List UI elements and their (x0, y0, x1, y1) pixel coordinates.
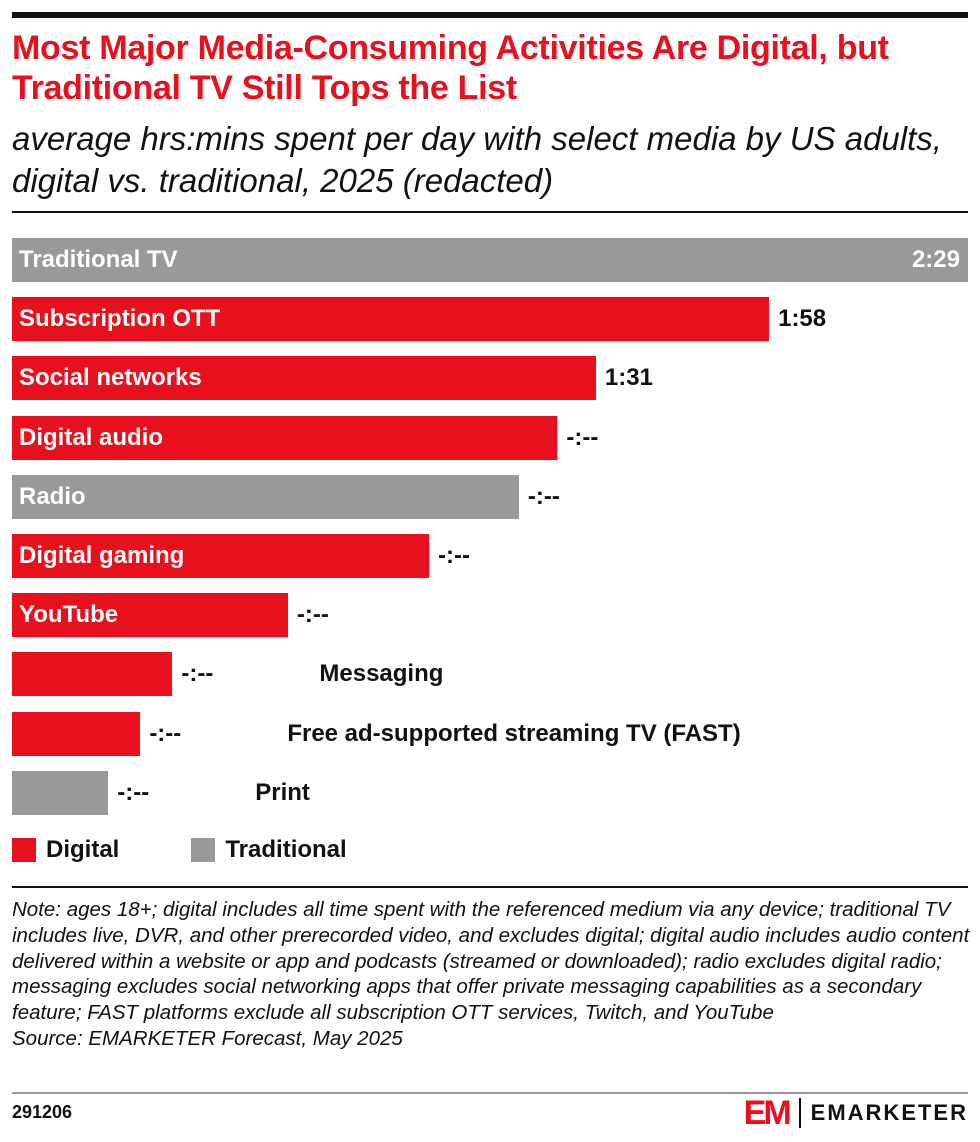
value-label: -:-- (527, 482, 560, 510)
value-label: -:-- (149, 719, 182, 747)
bar (12, 534, 430, 578)
category-label: Digital gaming (19, 542, 185, 569)
chart-id: 291206 (12, 1102, 73, 1122)
bar-chart: Traditional TV 2:29 Subscription OTT 1:58 So… (0, 230, 980, 815)
bar (12, 593, 288, 638)
value-label: 2:29 (911, 246, 960, 273)
value-label: 1:31 (604, 364, 653, 392)
bar (12, 652, 173, 697)
legend-label-traditional: Traditional (225, 836, 347, 863)
footnote: Note: ages 18+; digital includes all tim… (12, 897, 972, 1052)
source-text: Source: EMARKETER Forecast, May 2025 (12, 1026, 403, 1050)
value-label: -:-- (438, 542, 471, 569)
category-label: Radio (19, 482, 86, 510)
divider (12, 211, 968, 213)
logo-mark: EM (743, 1094, 792, 1132)
divider (12, 1092, 968, 1094)
emarketer-logo: EM EMARKETER (744, 1096, 968, 1130)
category-label: Traditional TV (19, 246, 178, 273)
bar (12, 415, 558, 460)
bar (12, 711, 141, 756)
value-label: -:-- (566, 423, 599, 451)
bar (12, 474, 519, 519)
chart-title: Most Major Media-Consuming Activities Ar… (12, 29, 889, 107)
value-label: -:-- (296, 601, 329, 629)
value-label: 1:58 (778, 305, 827, 333)
category-label: Messaging (319, 660, 444, 688)
bar (12, 297, 770, 342)
bar (12, 356, 596, 401)
bar (12, 238, 968, 282)
legend-swatch-traditional (191, 838, 216, 862)
category-label: Free ad-supported streaming TV (FAST) (287, 719, 741, 747)
category-label: Social networks (19, 364, 202, 392)
category-label: Digital audio (19, 423, 163, 451)
bar (12, 770, 109, 815)
legend-swatch-digital (12, 838, 36, 862)
category-label: Print (255, 778, 310, 806)
legend-label-digital: Digital (46, 836, 120, 863)
legend: Digital Traditional (12, 836, 347, 864)
value-label: -:-- (181, 660, 214, 688)
divider (12, 886, 968, 888)
value-label: -:-- (117, 778, 150, 806)
category-label: YouTube (19, 601, 119, 629)
logo-divider (798, 1098, 801, 1128)
category-label: Subscription OTT (19, 305, 221, 333)
chart-subtitle: average hrs:mins spent per day with sele… (12, 120, 942, 199)
top-rule (12, 12, 968, 18)
logo-text: EMARKETER (810, 1100, 968, 1125)
note-text: Note: ages 18+; digital includes all tim… (12, 898, 970, 1025)
